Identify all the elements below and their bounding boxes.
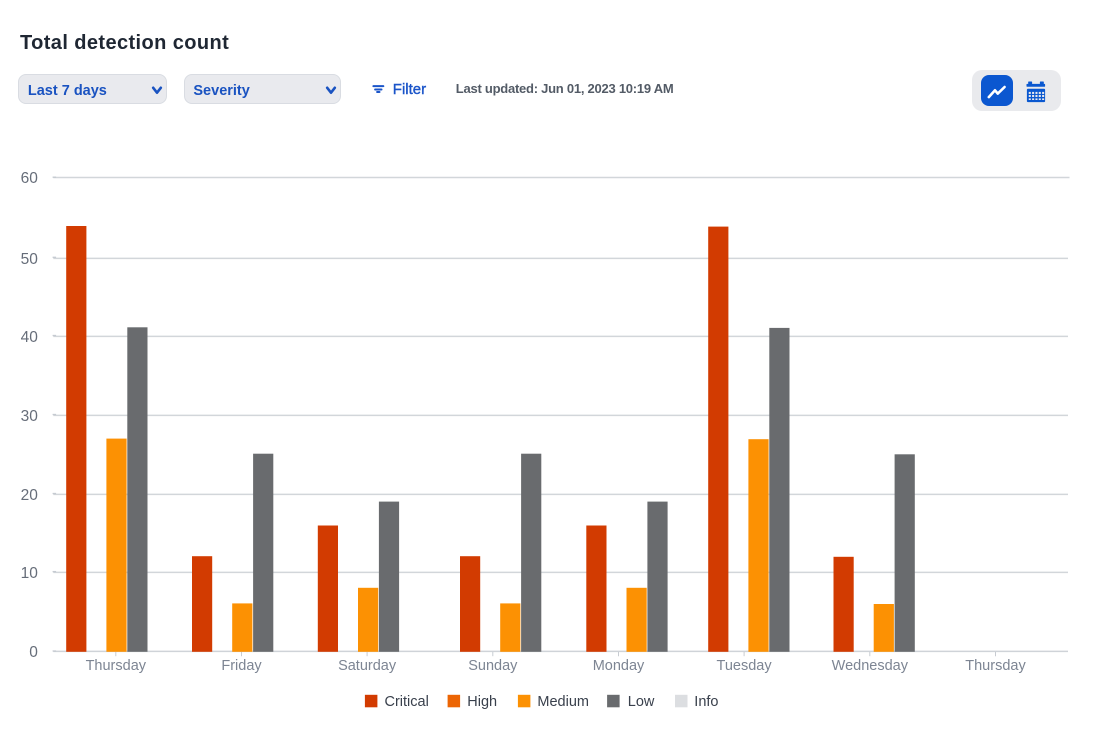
svg-text:Wednesday: Wednesday [832, 658, 909, 674]
svg-text:10: 10 [21, 565, 39, 582]
svg-text:Medium: Medium [537, 694, 589, 710]
svg-text:Tuesday: Tuesday [717, 658, 773, 674]
svg-text:30: 30 [21, 408, 39, 425]
svg-text:High: High [467, 694, 497, 710]
svg-text:50: 50 [21, 251, 39, 268]
svg-text:Low: Low [628, 694, 655, 710]
svg-text:20: 20 [21, 487, 39, 504]
svg-text:60: 60 [21, 170, 39, 187]
svg-text:Saturday: Saturday [338, 658, 397, 674]
svg-text:Info: Info [694, 694, 718, 710]
svg-text:Thursday: Thursday [965, 658, 1026, 674]
svg-text:Sunday: Sunday [468, 658, 518, 674]
svg-text:Thursday: Thursday [86, 658, 147, 674]
svg-text:40: 40 [21, 329, 39, 346]
svg-text:Friday: Friday [221, 658, 262, 674]
svg-text:Critical: Critical [385, 694, 429, 710]
svg-text:Monday: Monday [593, 658, 645, 674]
svg-text:0: 0 [29, 644, 38, 661]
